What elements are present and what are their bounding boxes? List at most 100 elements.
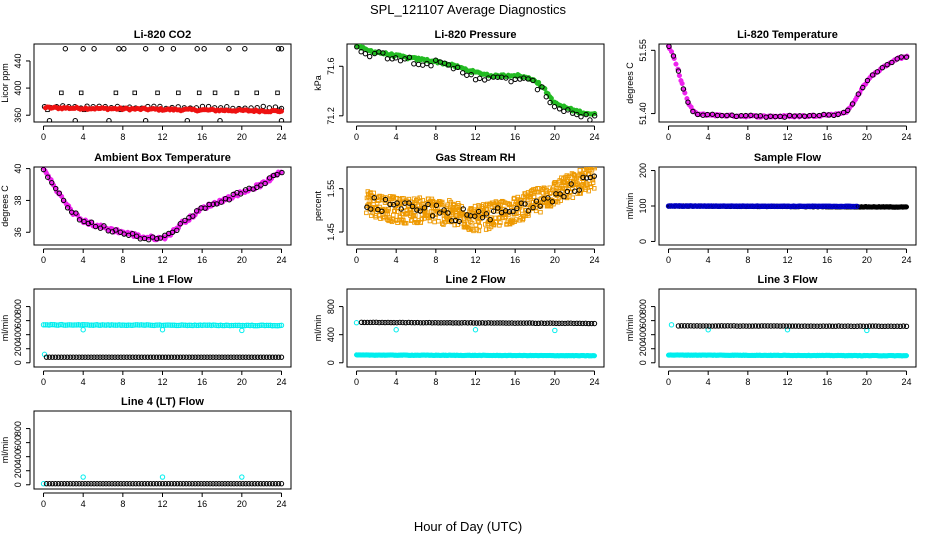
data-point (495, 205, 501, 211)
data-point (432, 319, 438, 326)
x-tick-label: 12 (470, 255, 480, 265)
data-point (530, 204, 536, 211)
series-1 (354, 44, 598, 122)
data-point (231, 481, 237, 487)
data-point (165, 354, 172, 360)
data-point (106, 354, 112, 360)
data-point (182, 217, 188, 224)
data-point (82, 481, 88, 487)
data-point (118, 322, 124, 328)
data-point (566, 173, 572, 179)
data-layer (41, 46, 285, 122)
y-tick-label: 200 (638, 341, 648, 356)
data-point (130, 481, 136, 487)
x-tick-label: 8 (745, 132, 750, 142)
data-point (570, 195, 576, 200)
data-point (703, 323, 709, 329)
data-point (147, 322, 154, 328)
data-point (421, 205, 428, 211)
data-point (204, 354, 210, 360)
data-point (61, 481, 68, 487)
data-point (835, 323, 842, 329)
data-point (433, 214, 438, 220)
data-point (553, 199, 559, 204)
x-tick-label: 12 (157, 377, 167, 387)
data-point (468, 71, 474, 78)
data-point (854, 323, 860, 329)
data-point (368, 206, 374, 212)
data-point (774, 323, 780, 329)
data-point (156, 354, 163, 360)
data-point (138, 481, 145, 487)
data-point (272, 354, 279, 360)
data-point (515, 320, 521, 326)
data-point (260, 354, 267, 360)
data-point (762, 323, 768, 329)
data-point (252, 323, 259, 329)
data-point (530, 77, 536, 84)
series-0 (665, 352, 910, 359)
data-point (488, 320, 494, 326)
data-point (740, 323, 746, 329)
data-point (380, 50, 386, 56)
data-point (159, 354, 166, 360)
data-point (159, 474, 166, 480)
data-point (840, 109, 847, 116)
x-tick-label: 24 (276, 255, 286, 265)
y-tick-label: 40 (13, 164, 23, 174)
data-point (483, 211, 490, 217)
data-point (412, 213, 418, 218)
panel-line-1-flow: Line 1 Flow 0 4 8 12 16 20 24 0 200400600800ml/mi… (0, 274, 292, 387)
data-point (491, 320, 497, 326)
data-point (364, 319, 371, 326)
data-point (234, 322, 240, 329)
data-point (749, 323, 756, 329)
data-point (811, 112, 817, 119)
series-2 (358, 319, 598, 327)
data-point (92, 322, 98, 328)
series-2 (43, 354, 285, 360)
data-point (76, 217, 83, 223)
data-point (85, 481, 91, 487)
data-point (118, 481, 124, 487)
data-point (728, 323, 734, 329)
data-point (417, 208, 423, 214)
y-tick-label: 600 (638, 313, 648, 328)
data-point (94, 354, 100, 360)
panel-li820-temperature: Li-820 Temperature 0 4 8 12 16 20 24 51.40 51.55d… (625, 29, 917, 142)
panel-line-3-flow: Line 3 Flow 0 4 8 12 16 20 24 0 200400600800ml/mi… (625, 274, 917, 387)
data-point (591, 113, 598, 119)
data-point (201, 354, 207, 360)
data-point (709, 111, 716, 117)
data-point (58, 354, 65, 360)
data-point (679, 81, 685, 87)
x-tick-label: 20 (550, 132, 560, 142)
data-point (364, 210, 369, 216)
data-point (127, 354, 133, 360)
data-point (96, 322, 102, 328)
data-point (591, 353, 598, 359)
data-point (76, 354, 82, 360)
data-point (590, 167, 595, 168)
data-point (166, 322, 172, 328)
x-tick-label: 16 (197, 499, 207, 509)
data-point (164, 322, 170, 328)
data-point (577, 167, 583, 173)
data-point (882, 323, 888, 329)
x-tick-label: 8 (433, 255, 438, 265)
data-point (869, 72, 876, 78)
y-tick-label: 800 (13, 299, 23, 314)
y-axis-label: ml/min (313, 315, 323, 342)
data-point (133, 233, 140, 239)
data-point (358, 319, 365, 325)
data-point (219, 481, 225, 487)
data-point (509, 320, 515, 326)
data-point (866, 323, 873, 329)
data-point (802, 323, 808, 329)
data-point (894, 323, 900, 329)
data-point (704, 111, 711, 118)
x-tick-label: 4 (81, 255, 86, 265)
data-point (493, 215, 498, 221)
data-point (391, 212, 396, 218)
